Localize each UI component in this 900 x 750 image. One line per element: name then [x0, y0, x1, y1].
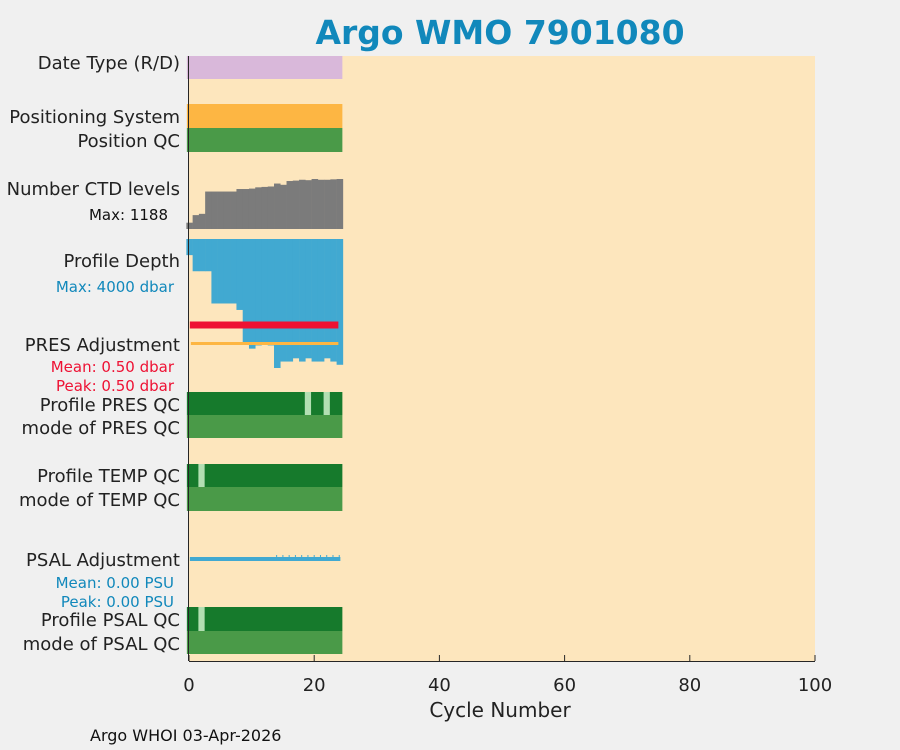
date-type-band: [186, 56, 343, 79]
ctd-levels-bar-7: [230, 191, 237, 229]
ctd-levels-bar-21: [317, 179, 325, 229]
ctd-levels-bar-16: [286, 181, 294, 229]
ctd-levels-bar-24: [336, 179, 344, 229]
profile-depth-bar-12: [261, 239, 269, 343]
x-tick-label-20: 20: [303, 675, 326, 696]
ctd-levels-max: Max: 1188: [89, 206, 168, 224]
data-marks: [186, 56, 344, 654]
label-profile-depth: Profile Depth: [63, 251, 180, 272]
label-date-type: Date Type (R/D): [38, 53, 180, 74]
ctd-levels-bar-6: [223, 191, 231, 229]
ctd-levels-bar-8: [236, 189, 243, 229]
ctd-levels-bar-12: [261, 186, 269, 229]
label-psal-adjustment: PSAL Adjustment: [26, 550, 180, 571]
x-axis-label: Cycle Number: [429, 698, 571, 722]
profile-depth-bar-23: [330, 239, 337, 362]
label-positioning-system: Positioning System: [9, 107, 180, 128]
label-ctd-levels: Number CTD levels: [7, 179, 180, 200]
footer-credit: Argo WHOI 03-Apr-2026: [90, 726, 281, 745]
profile-depth-bar-10: [248, 239, 256, 349]
ctd-levels-bar-4: [211, 191, 218, 229]
profile-depth-bar-16: [286, 239, 294, 362]
profile-depth-bar-15: [280, 239, 287, 362]
profile-depth-bar-21: [317, 239, 325, 362]
ctd-levels-bar-9: [242, 189, 250, 229]
x-tick-label-0: 0: [183, 675, 194, 696]
ctd-levels-bar-19: [305, 180, 312, 229]
x-tick-label-60: 60: [553, 675, 576, 696]
profile-depth-bar-22: [324, 239, 331, 359]
ctd-levels-bar-13: [267, 186, 275, 229]
ctd-levels-bar-15: [280, 184, 287, 229]
profile-depth-bar-3: [205, 239, 212, 272]
label-mode-psal-qc: mode of PSAL QC: [23, 634, 180, 655]
mode-pres-qc-band: [186, 415, 343, 438]
profile-depth-bar-13: [267, 239, 275, 346]
profile-depth-bar-18: [299, 239, 306, 362]
mode-psal-qc-band: [186, 631, 343, 654]
profile-depth-bar-8: [236, 239, 243, 310]
label-profile-psal-qc: Profile PSAL QC: [41, 610, 180, 631]
ctd-levels-bar-23: [330, 179, 337, 229]
ctd-levels-bar-18: [299, 179, 306, 229]
profile-depth-bar-19: [305, 239, 312, 359]
profile-depth-bar-2: [198, 239, 206, 272]
pres-adjustment-mean: Mean: 0.50 dbar: [51, 358, 175, 376]
profile-psal-qc-band-flag-cycle-2: [198, 607, 205, 631]
profile-depth-bar-7: [230, 239, 237, 304]
ctd-levels-bar-5: [217, 191, 225, 229]
ctd-levels-bar-20: [311, 179, 319, 229]
profile-temp-qc-band: [186, 464, 343, 487]
profile-pres-qc-band: [186, 392, 343, 415]
x-tick-label-100: 100: [798, 675, 832, 696]
profile-depth-bar-6: [223, 239, 231, 304]
label-pres-adjustment: PRES Adjustment: [25, 335, 180, 356]
profile-depth-bar-24: [336, 239, 344, 365]
profile-depth-bar-1: [192, 239, 200, 272]
profile-depth-bar-5: [217, 239, 225, 304]
profile-depth-bar-4: [211, 239, 218, 304]
profile-depth-bar-11: [255, 239, 262, 346]
ctd-levels-bar-0: [186, 222, 193, 229]
ctd-levels-bar-3: [205, 191, 212, 229]
label-position-qc: Position QC: [77, 131, 180, 152]
profile-pres-qc-band-flag-cycle-22: [323, 392, 330, 415]
positioning-system-band: [186, 104, 343, 128]
ctd-levels-bar-14: [274, 183, 281, 229]
profile-depth-bar-17: [292, 239, 300, 359]
profile-depth-bar-9: [242, 239, 250, 343]
profile-depth-max: Max: 4000 dbar: [56, 278, 175, 296]
mode-temp-qc-band: [186, 487, 343, 511]
position-qc-band: [186, 128, 343, 152]
ctd-levels-bar-17: [292, 180, 300, 229]
label-profile-pres-qc: Profile PRES QC: [40, 395, 180, 416]
profile-depth-bar-0: [186, 239, 193, 256]
ctd-levels-bar-2: [198, 213, 206, 229]
ctd-levels-bar-10: [248, 188, 256, 229]
pres-adjustment-peak: Peak: 0.50 dbar: [56, 377, 175, 395]
profile-pres-qc-band-flag-cycle-19: [304, 392, 312, 415]
profile-depth-bar-20: [311, 239, 319, 362]
label-mode-temp-qc: mode of TEMP QC: [19, 490, 180, 511]
label-mode-pres-qc: mode of PRES QC: [22, 418, 180, 439]
profile-psal-qc-band: [186, 607, 343, 631]
psal-adjustment-mean: Mean: 0.00 PSU: [56, 574, 174, 592]
row-labels: Date Type (R/D) Positioning System Positio…: [7, 53, 180, 655]
x-axis: 0 20 40 60 80 100: [183, 56, 832, 696]
psal-adjustment-peak: Peak: 0.00 PSU: [61, 593, 174, 611]
ctd-levels-bar-1: [192, 215, 200, 229]
profile-depth-bar-14: [274, 239, 281, 368]
ctd-levels-bar-22: [324, 179, 331, 229]
x-tick-label-40: 40: [428, 675, 451, 696]
label-profile-temp-qc: Profile TEMP QC: [37, 466, 180, 487]
profile-temp-qc-band-flag-cycle-2: [198, 464, 205, 487]
ctd-levels-bar-11: [255, 187, 262, 229]
x-tick-label-80: 80: [678, 675, 701, 696]
chart-title: Argo WMO 7901080: [315, 13, 684, 52]
